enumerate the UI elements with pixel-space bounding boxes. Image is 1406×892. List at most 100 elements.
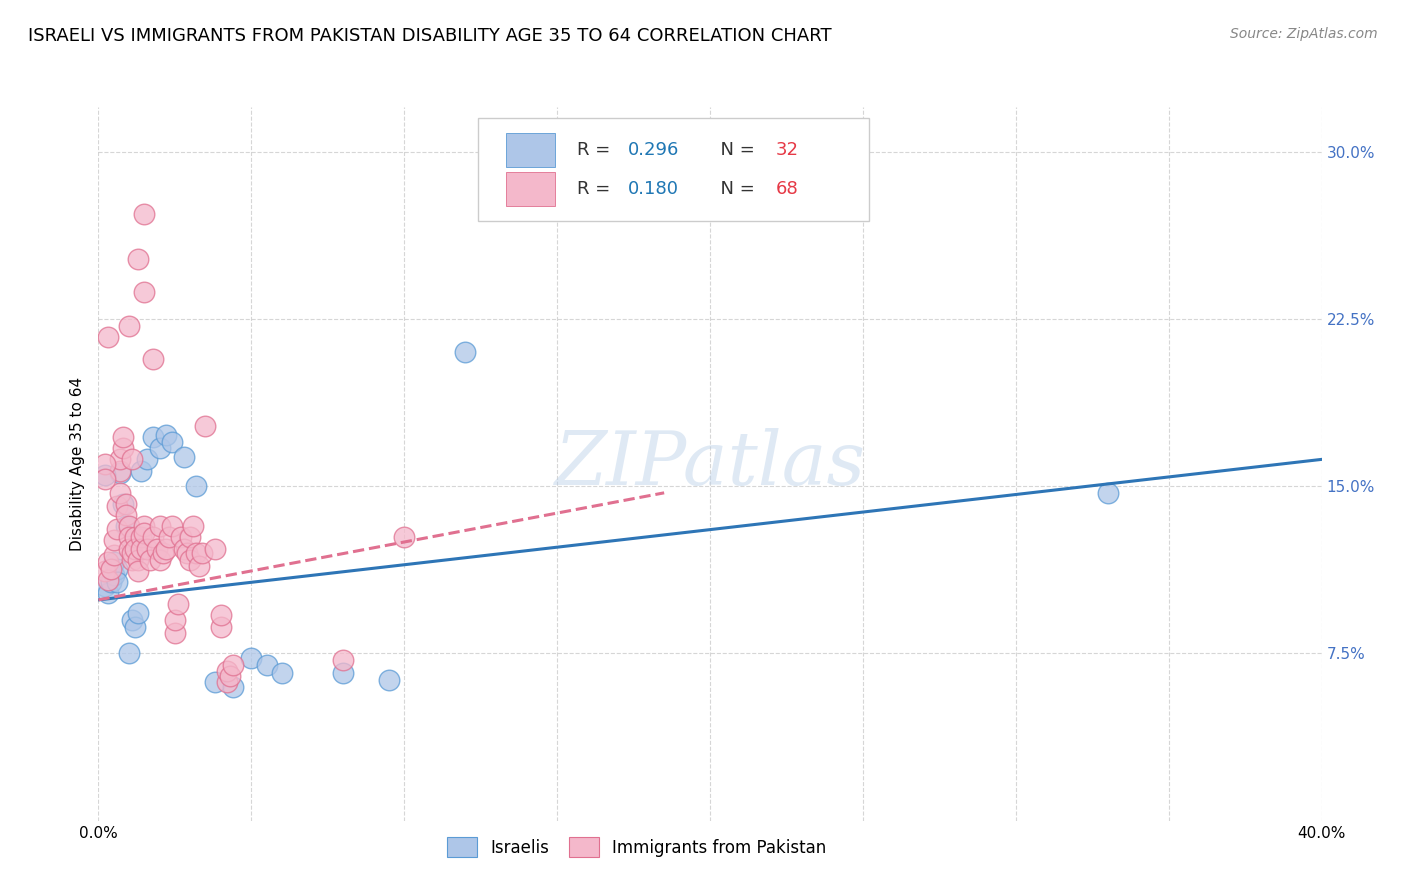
Y-axis label: Disability Age 35 to 64: Disability Age 35 to 64 bbox=[69, 376, 84, 551]
Point bbox=[121, 452, 143, 467]
Point bbox=[124, 530, 146, 544]
Point bbox=[97, 586, 120, 600]
Text: N =: N = bbox=[709, 141, 761, 159]
Point bbox=[145, 541, 167, 556]
Point bbox=[215, 664, 238, 679]
Point bbox=[160, 519, 183, 533]
Point bbox=[142, 530, 165, 544]
Point bbox=[454, 345, 477, 359]
Point bbox=[173, 450, 195, 464]
Point bbox=[121, 546, 143, 560]
Point bbox=[142, 352, 165, 367]
Point bbox=[108, 452, 131, 467]
Point bbox=[118, 318, 141, 333]
Point bbox=[103, 548, 125, 563]
Point bbox=[111, 497, 134, 511]
Point bbox=[93, 580, 115, 594]
Point bbox=[97, 555, 120, 569]
Point bbox=[332, 666, 354, 681]
Point bbox=[127, 607, 149, 621]
Point bbox=[127, 552, 149, 567]
Point bbox=[142, 430, 165, 444]
Text: R =: R = bbox=[576, 180, 616, 198]
Point bbox=[127, 564, 149, 578]
Text: ISRAELI VS IMMIGRANTS FROM PAKISTAN DISABILITY AGE 35 TO 64 CORRELATION CHART: ISRAELI VS IMMIGRANTS FROM PAKISTAN DISA… bbox=[28, 27, 832, 45]
Point bbox=[149, 441, 172, 455]
Point bbox=[93, 473, 115, 487]
Point bbox=[118, 646, 141, 660]
Point bbox=[129, 541, 152, 556]
Point bbox=[270, 666, 292, 681]
Point bbox=[204, 675, 226, 690]
Point bbox=[105, 521, 128, 535]
Point bbox=[115, 508, 138, 522]
FancyBboxPatch shape bbox=[506, 133, 555, 167]
Point bbox=[129, 464, 152, 478]
Point bbox=[222, 680, 245, 694]
Point bbox=[93, 467, 115, 482]
Point bbox=[97, 573, 120, 587]
Point bbox=[152, 546, 174, 560]
Point bbox=[209, 619, 232, 633]
Point bbox=[219, 669, 242, 683]
Point bbox=[149, 519, 172, 533]
Text: 32: 32 bbox=[776, 141, 799, 159]
Point bbox=[108, 464, 131, 478]
Point bbox=[111, 441, 134, 455]
Point bbox=[105, 500, 128, 514]
Point bbox=[155, 428, 177, 442]
Point bbox=[136, 541, 159, 556]
Text: 68: 68 bbox=[776, 180, 799, 198]
Point bbox=[179, 530, 201, 544]
FancyBboxPatch shape bbox=[478, 118, 869, 221]
Point bbox=[256, 657, 278, 672]
Point bbox=[155, 541, 177, 556]
Point bbox=[115, 519, 138, 533]
Point bbox=[179, 552, 201, 567]
Point bbox=[332, 653, 354, 667]
Text: N =: N = bbox=[709, 180, 761, 198]
Point bbox=[392, 530, 416, 544]
Point bbox=[209, 608, 232, 623]
Point bbox=[129, 530, 152, 544]
Point bbox=[188, 559, 211, 574]
Point bbox=[136, 452, 159, 467]
Point bbox=[378, 673, 401, 687]
Point bbox=[194, 419, 217, 434]
Point bbox=[157, 530, 180, 544]
Point bbox=[134, 525, 156, 540]
Point bbox=[127, 252, 149, 266]
Point bbox=[176, 546, 198, 560]
Point bbox=[222, 657, 245, 672]
Text: 0.180: 0.180 bbox=[628, 180, 679, 198]
Point bbox=[103, 568, 125, 582]
Point bbox=[163, 613, 186, 627]
Point bbox=[105, 562, 128, 576]
Point bbox=[204, 541, 226, 556]
Legend: Israelis, Immigrants from Pakistan: Israelis, Immigrants from Pakistan bbox=[439, 829, 835, 866]
Point bbox=[105, 575, 128, 590]
Text: Source: ZipAtlas.com: Source: ZipAtlas.com bbox=[1230, 27, 1378, 41]
Point bbox=[124, 541, 146, 556]
Point bbox=[111, 430, 134, 444]
Point bbox=[173, 541, 195, 556]
Point bbox=[124, 619, 146, 633]
Point bbox=[108, 485, 131, 500]
Point bbox=[163, 626, 186, 640]
Point bbox=[103, 555, 125, 569]
Point bbox=[240, 651, 263, 665]
Point bbox=[134, 207, 156, 221]
FancyBboxPatch shape bbox=[506, 172, 555, 206]
Point bbox=[139, 552, 162, 567]
Point bbox=[1097, 485, 1119, 500]
Point bbox=[100, 575, 122, 590]
Point bbox=[191, 546, 214, 560]
Point bbox=[134, 519, 156, 533]
Point bbox=[186, 546, 208, 560]
Point bbox=[93, 457, 115, 471]
Text: R =: R = bbox=[576, 141, 616, 159]
Point bbox=[181, 519, 204, 533]
Point bbox=[103, 533, 125, 547]
Point bbox=[160, 434, 183, 449]
Point bbox=[186, 479, 208, 493]
